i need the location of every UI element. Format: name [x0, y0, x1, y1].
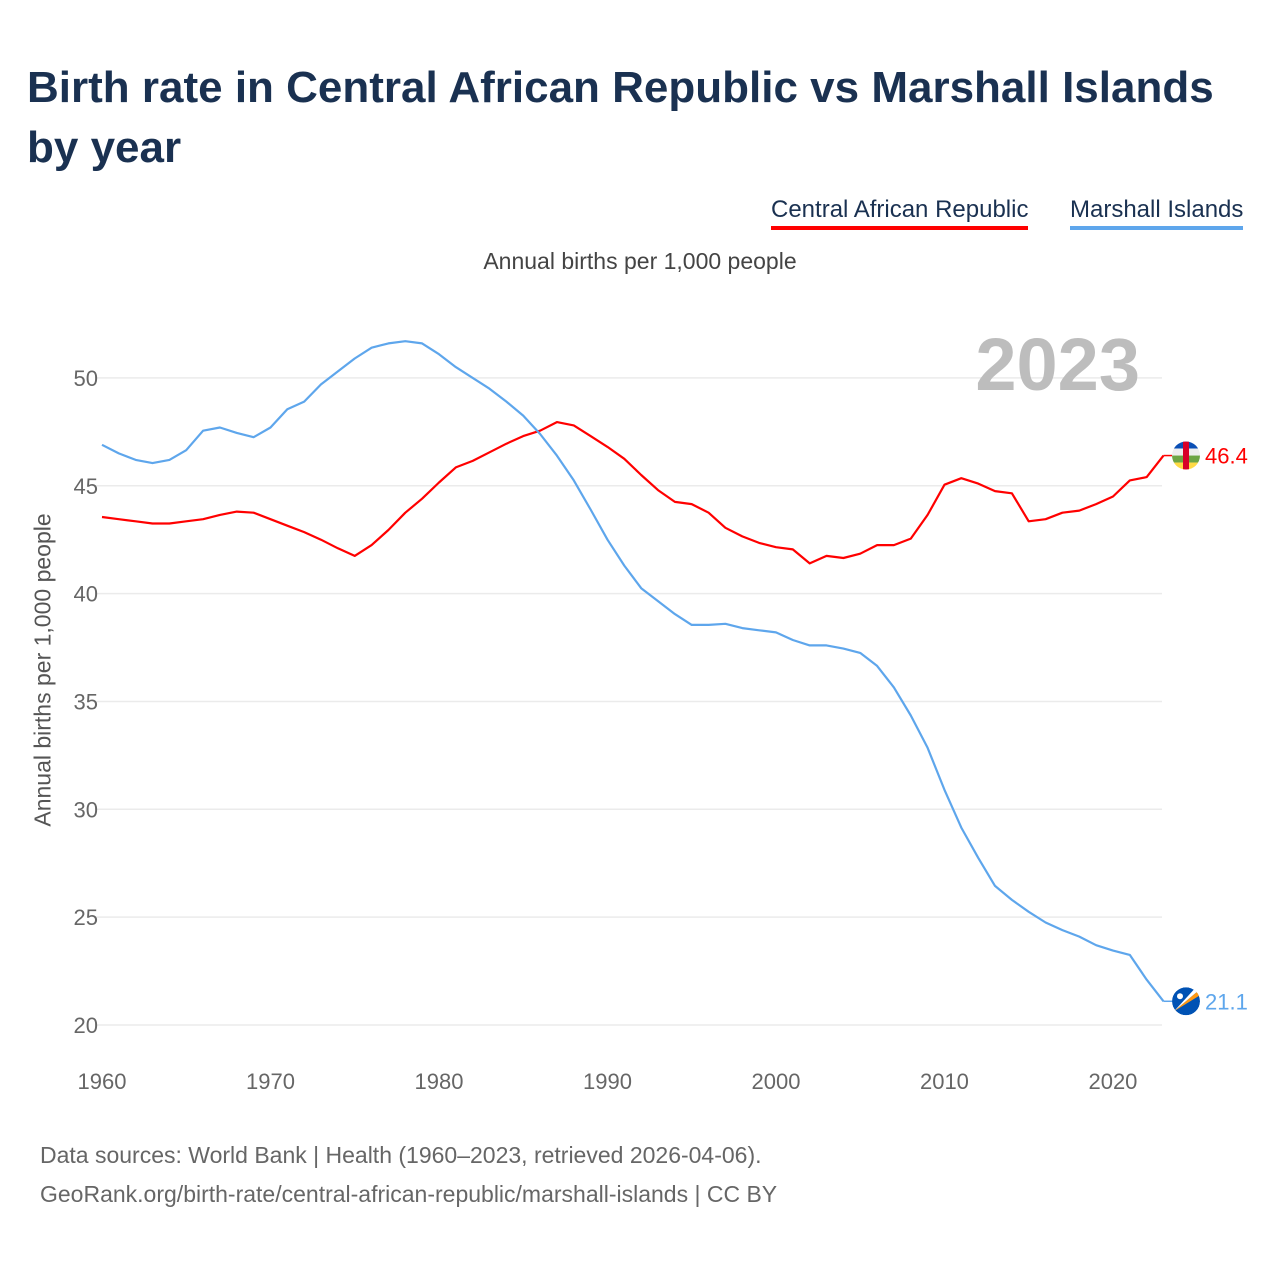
- y-tick-label: 50: [74, 366, 98, 391]
- marshall-islands-flag-icon: [1172, 987, 1200, 1016]
- x-tick-label: 2000: [751, 1069, 800, 1094]
- flag-body: [1172, 987, 1200, 1016]
- footer-sources: Data sources: World Bank | Health (1960–…: [40, 1142, 762, 1168]
- y-tick-label: 45: [74, 474, 98, 499]
- legend-central-african-republic[interactable]: Central African Republic: [771, 196, 1029, 230]
- series-line-central-african-republic: [101, 421, 1165, 565]
- y-tick-label: 20: [74, 1013, 98, 1038]
- end-value-label: 21.1: [1205, 989, 1248, 1014]
- y-tick-label: 30: [74, 797, 98, 822]
- x-tick-label: 1990: [583, 1069, 632, 1094]
- central-african-republic-flag-icon: [1172, 441, 1200, 470]
- flag-white-ray: [1174, 987, 1200, 1012]
- footer: Data sources: World Bank | Health (1960–…: [40, 1136, 777, 1214]
- series-line-marshall-islands: [101, 340, 1165, 1002]
- y-tick-label: 40: [74, 582, 98, 607]
- flag-star: [1177, 993, 1183, 1000]
- x-tick-label: 1960: [78, 1069, 127, 1094]
- x-tick-label: 2020: [1088, 1069, 1137, 1094]
- chart-subtitle: Annual births per 1,000 people: [483, 248, 797, 274]
- end-value-label: 46.4: [1205, 444, 1248, 469]
- x-tick-label: 2010: [920, 1069, 969, 1094]
- y-tick-label: 25: [74, 905, 98, 930]
- footer-url[interactable]: GeoRank.org/birth-rate/central-african-r…: [40, 1181, 778, 1207]
- y-tick-label: 35: [74, 689, 98, 714]
- flag-body: [1172, 441, 1200, 470]
- x-tick-label: 1970: [246, 1069, 295, 1094]
- legend-marshall-islands[interactable]: Marshall Islands: [1070, 196, 1244, 230]
- flag-red-band: [1183, 441, 1189, 470]
- year-label: 2023: [975, 323, 1140, 406]
- x-tick-label: 1980: [415, 1069, 464, 1094]
- chart-title: Birth rate in Central African Republic v…: [27, 63, 1214, 172]
